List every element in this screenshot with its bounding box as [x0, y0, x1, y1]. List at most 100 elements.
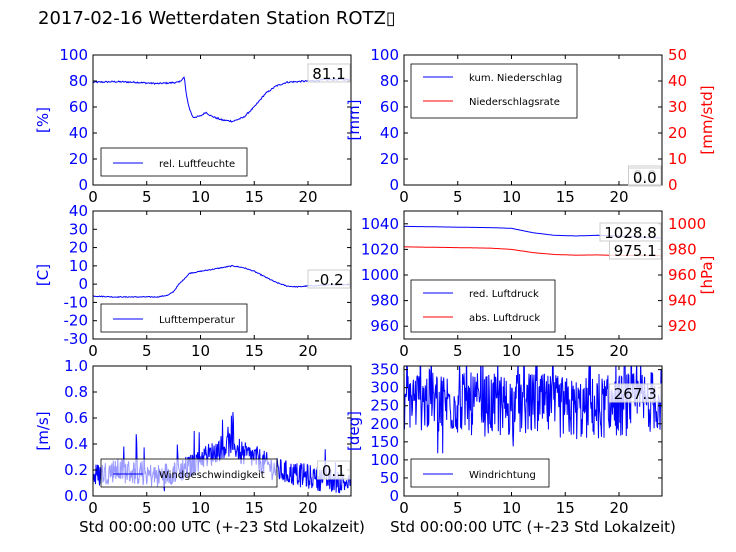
x-tick-label: 10 [191, 499, 210, 517]
series-group [93, 412, 351, 494]
panel-windspeed: 0 5 10 15 20 0.0 0.2 0.4 0.6 0.8 1.0 [m/s] Std 00:00… [34, 357, 365, 536]
y-tick-label: 10 [69, 257, 88, 275]
series-line-windgeschwindigkeit [93, 412, 351, 494]
value-box [609, 383, 662, 403]
value-box [317, 460, 351, 480]
value-box-2 [628, 167, 662, 187]
x-tick-label: 10 [502, 499, 521, 517]
y-tick-label: -20 [64, 312, 89, 330]
y2-tick-label: 940 [668, 292, 697, 310]
x-tick-label: 10 [502, 188, 521, 206]
x-tick-label: 5 [142, 499, 152, 517]
plot-frame [403, 365, 663, 497]
figure-title: 2017-02-16 Wetterdaten Station ROTZ▯ [38, 8, 396, 29]
x-tick-label: 0 [88, 188, 98, 206]
y-tick-label: 1040 [361, 215, 399, 233]
y-tick-label: 100 [370, 46, 399, 64]
x-tick-label: 15 [556, 188, 575, 206]
y-tick-label: 0.6 [64, 409, 88, 427]
y2-axis-label: [hPa] [698, 256, 716, 295]
value-box-text: 0.1 [322, 462, 346, 480]
y-tick-label: 80 [69, 72, 88, 90]
legend-label: Niederschlagsrate [469, 97, 560, 108]
y2-tick-label: 0 [668, 176, 678, 194]
legend-box [410, 458, 550, 488]
x-tick-label: 20 [298, 342, 317, 360]
value-box [307, 63, 351, 83]
value-box-2-text: 0.0 [633, 169, 657, 187]
y-tick-label: 1000 [361, 266, 399, 284]
y2-tick-label: 980 [668, 240, 697, 258]
x-tick-label: 20 [298, 499, 317, 517]
legend-label: Windrichtung [469, 470, 536, 481]
x-tick-label: 5 [453, 342, 463, 360]
legend-label: red. Luftdruck [469, 289, 539, 300]
y-tick-label: 30 [69, 220, 88, 238]
x-tick-label: 5 [142, 188, 152, 206]
plot-frame [92, 210, 352, 340]
y-tick-label: 0 [78, 275, 88, 293]
y-tick-label: 40 [380, 124, 399, 142]
y-tick-label: 20 [69, 150, 88, 168]
y-tick-label: -10 [64, 293, 89, 311]
legend-label: Windgeschwindigkeit [159, 470, 265, 481]
y-axis-label: [C] [34, 264, 52, 286]
y2-tick-label: 40 [668, 72, 687, 90]
x-tick-label: 10 [502, 342, 521, 360]
panel-precip: 0 5 10 15 20 0 20 40 60 80 100 0 10 20 30 40 50 [mm] [mm/s… [345, 46, 716, 206]
x-tick-label: 0 [88, 342, 98, 360]
x-tick-label: 15 [556, 342, 575, 360]
y-tick-label: 0 [389, 487, 399, 505]
x-tick-label: 20 [609, 188, 628, 206]
y-tick-label: 0.8 [64, 383, 88, 401]
y-tick-label: 20 [380, 150, 399, 168]
y-axis-label: [deg] [345, 411, 363, 451]
series-group [404, 366, 662, 454]
legend-box [100, 147, 248, 177]
x-tick-label: 15 [245, 188, 264, 206]
y-tick-label: 250 [370, 397, 399, 415]
y-tick-label: 100 [59, 46, 88, 64]
x-tick-label: 0 [399, 188, 409, 206]
series-group [93, 76, 351, 123]
x-tick-label: 15 [556, 499, 575, 517]
value-box-2 [609, 240, 662, 260]
y-tick-label: 150 [370, 433, 399, 451]
y-tick-label: 0.0 [64, 487, 88, 505]
y-tick-label: 20 [69, 239, 88, 257]
plot-frame [92, 54, 352, 186]
y-axis-label: [m/s] [34, 411, 52, 450]
x-tick-label: 20 [609, 499, 628, 517]
y-tick-label: 0.4 [64, 435, 88, 453]
y-axis-label: [%] [34, 107, 52, 133]
value-box-text: -0.2 [314, 271, 343, 289]
y-tick-label: 1020 [361, 240, 399, 258]
y2-tick-label: 960 [668, 266, 697, 284]
plot-frame [403, 54, 663, 186]
y2-tick-label: 1000 [668, 215, 706, 233]
y2-tick-label: 10 [668, 150, 687, 168]
plot-frame [92, 365, 352, 497]
value-box-text: 267.3 [614, 385, 657, 403]
x-tick-label: 10 [191, 342, 210, 360]
legend-label: rel. Luftfeuchte [159, 159, 235, 170]
y-tick-label: 0 [78, 176, 88, 194]
y-tick-label: 0.2 [64, 461, 88, 479]
y2-tick-label: 30 [668, 98, 687, 116]
y2-tick-label: 20 [668, 124, 687, 142]
legend-box [100, 303, 248, 333]
y-tick-label: 980 [370, 292, 399, 310]
x-tick-label: 0 [399, 342, 409, 360]
y-tick-label: 40 [69, 202, 88, 220]
y-tick-label: 60 [380, 98, 399, 116]
y-tick-label: 960 [370, 317, 399, 335]
y-tick-label: -30 [64, 330, 89, 348]
legend-label: abs. Luftdruck [469, 313, 540, 324]
legend-box [100, 458, 278, 488]
y-tick-label: 300 [370, 379, 399, 397]
x-tick-label: 5 [453, 499, 463, 517]
y-tick-label: 200 [370, 415, 399, 433]
y2-axis-label: [mm/std] [698, 85, 716, 154]
